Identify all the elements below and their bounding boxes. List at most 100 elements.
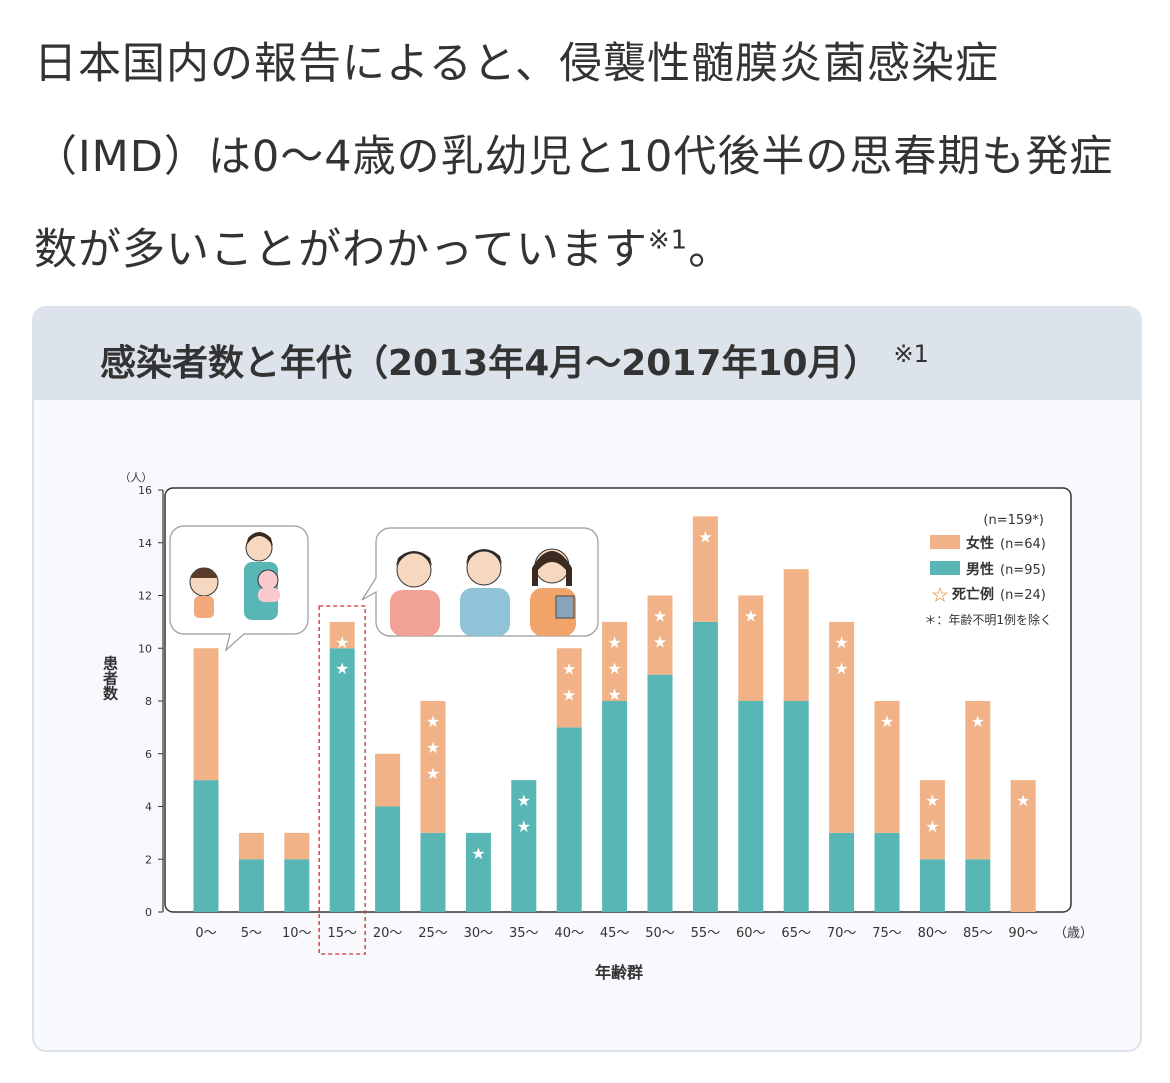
death-star: ★ <box>426 738 440 757</box>
legend-swatch-male <box>930 561 960 575</box>
bar-male <box>193 780 219 912</box>
death-star: ★ <box>426 712 440 731</box>
intro-line-3-end: 。 <box>688 225 733 275</box>
y-axis-label: 患者数 <box>101 655 119 702</box>
x-tick-label: 10〜 <box>282 926 312 941</box>
chart-card-title-text: 感染者数と年代（2013年4月〜2017年10月） <box>100 343 880 384</box>
intro-footnote-ref: ※1 <box>647 225 689 256</box>
y-tick-label: 4 <box>145 801 152 814</box>
bar-male <box>420 832 446 912</box>
bar-male <box>556 727 582 912</box>
legend-label-death: 死亡例 <box>951 586 994 603</box>
death-star: ★ <box>925 817 939 836</box>
x-axis-tick-labels: 0〜 5〜 10〜 15〜 20〜 25〜 30〜 35〜 40〜 45〜 50〜 55〜 60〜 65〜… <box>195 926 1038 941</box>
x-tick-label: 75〜 <box>872 926 902 941</box>
bar-male <box>783 701 809 912</box>
bar-female <box>1010 780 1036 912</box>
x-tick-label: 55〜 <box>691 926 721 941</box>
chart-card-title: 感染者数と年代（2013年4月〜2017年10月） ※1 <box>100 334 929 386</box>
bar-female <box>602 621 628 701</box>
bar-female <box>738 595 764 701</box>
death-star: ★ <box>925 791 939 810</box>
intro-line-3-text: 数が多いことがわかっています <box>34 225 648 275</box>
legend-swatch-female <box>930 535 960 549</box>
legend-count-female: (n=64) <box>1000 537 1046 552</box>
death-star: ★ <box>562 659 576 678</box>
bar-female <box>556 648 582 728</box>
bar-male <box>647 674 673 912</box>
x-tick-label: 60〜 <box>736 926 766 941</box>
bar-male <box>602 701 628 912</box>
x-tick-label: 45〜 <box>600 926 630 941</box>
death-star: ★ <box>834 659 848 678</box>
bar-female <box>238 832 264 860</box>
legend-label-female: 女性 <box>966 535 994 552</box>
bar-female <box>919 780 945 860</box>
bar-male <box>375 806 401 912</box>
x-tick-label: 15〜 <box>327 926 357 941</box>
x-tick-label: 80〜 <box>918 926 948 941</box>
x-tick-label: 40〜 <box>554 926 584 941</box>
death-star: ★ <box>607 685 621 704</box>
bar-female <box>783 569 809 701</box>
x-tick-label: 65〜 <box>781 926 811 941</box>
bar-male <box>919 859 945 912</box>
bar-male <box>874 832 900 912</box>
intro-line-1: 日本国内の報告によると、侵襲性髄膜炎菌感染症 <box>34 39 999 89</box>
x-tick-label: 0〜 <box>195 926 216 941</box>
bar-female <box>375 753 401 807</box>
x-tick-label: 90〜 <box>1008 926 1038 941</box>
death-star: ★ <box>335 633 349 652</box>
x-tick-label: 85〜 <box>963 926 993 941</box>
bar-female <box>193 648 219 781</box>
bar-female <box>829 621 855 833</box>
y-tick-label: 6 <box>145 748 152 761</box>
y-tick-label: 14 <box>138 537 152 550</box>
highlight-15-box <box>318 605 367 955</box>
bar-male <box>329 648 355 912</box>
bar-female <box>329 621 355 649</box>
x-tick-label: 25〜 <box>418 926 448 941</box>
legend-star-icon: ★ <box>932 585 948 606</box>
legend-total: (n=159*) <box>983 513 1044 528</box>
chart-card-footnote-ref: ※1 <box>893 340 929 368</box>
bar-male <box>465 832 491 912</box>
illustration-teens-bubble <box>361 527 599 637</box>
y-tick-label: 16 <box>138 484 152 497</box>
legend: (n=159*) 女性 (n=64) 男性 (n=95) ★ 死亡例 (n=24… <box>924 513 1052 627</box>
bars-group: ★ ★ ★ ★ ★ ★ ★ ★ ★ ★ ★ ★ ★ ★ ★ ★ ★ ★ ★ ★ ★ ★ ★ ★ <box>193 516 1036 912</box>
x-tick-label: 5〜 <box>241 926 262 941</box>
y-tick-label: 2 <box>145 853 152 866</box>
death-star: ★ <box>698 527 712 546</box>
death-star: ★ <box>607 659 621 678</box>
death-star: ★ <box>1016 791 1030 810</box>
death-star: ★ <box>517 817 531 836</box>
x-tick-label: 20〜 <box>373 926 403 941</box>
bar-female <box>284 832 310 860</box>
bar-female <box>965 701 991 860</box>
intro-line-2: （IMD）は0〜4歳の乳幼児と10代後半の思春期も発症 <box>34 132 1114 182</box>
illustration-infant-bubble <box>169 525 309 652</box>
bar-female <box>420 701 446 833</box>
bar-male <box>738 701 764 912</box>
bar-male <box>692 621 718 912</box>
death-star: ★ <box>653 633 667 652</box>
x-tick-label: 50〜 <box>645 926 675 941</box>
death-star: ★ <box>335 659 349 678</box>
death-star: ★ <box>744 607 758 626</box>
x-axis-label: 年齢群 <box>595 963 643 982</box>
bar-female <box>692 516 718 622</box>
intro-line-3: 数が多いことがわかっています※1。 <box>34 204 1144 297</box>
y-tick-label: 0 <box>145 906 152 919</box>
x-tick-label: 30〜 <box>464 926 494 941</box>
intro-text: 日本国内の報告によると、侵襲性髄膜炎菌感染症 （IMD）は0〜4歳の乳幼児と10… <box>34 18 1144 297</box>
legend-label-male: 男性 <box>966 561 994 578</box>
death-star: ★ <box>562 685 576 704</box>
bar-male <box>238 859 264 912</box>
x-tick-label: 35〜 <box>509 926 539 941</box>
bar-male <box>965 859 991 912</box>
y-axis-ticks: 0 2 4 6 8 10 12 14 16 <box>138 484 163 919</box>
legend-count-death: (n=24) <box>1000 588 1046 603</box>
death-star: ★ <box>834 633 848 652</box>
